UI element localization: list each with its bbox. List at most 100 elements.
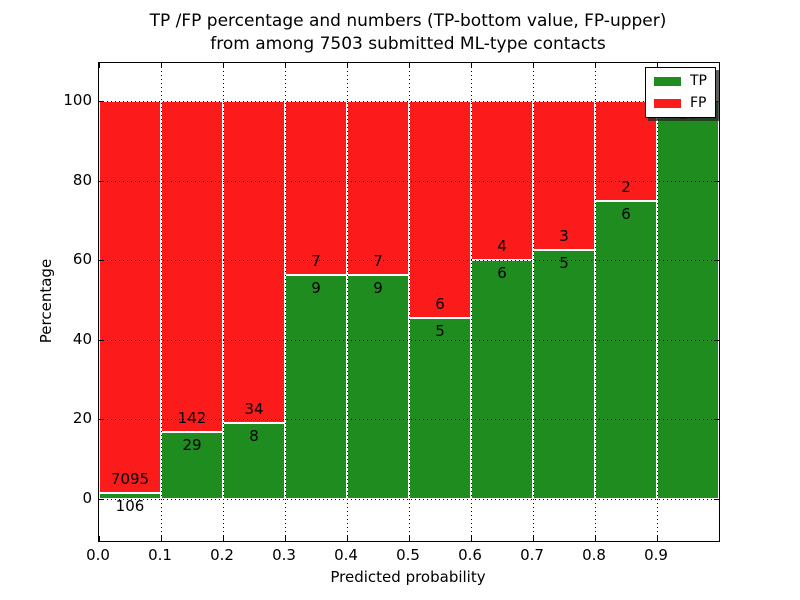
y-tick-label: 80 xyxy=(72,170,92,189)
x-tick-label: 0.4 xyxy=(334,546,358,564)
y-tick xyxy=(99,181,104,182)
legend: TP FP xyxy=(645,67,716,118)
fp-count-label: 4 xyxy=(497,237,507,256)
y-tick-label: 0 xyxy=(82,489,92,507)
fp-count-label: 7 xyxy=(373,252,383,271)
fp-count-label: 3 xyxy=(559,227,569,246)
y-gridline xyxy=(99,419,719,420)
x-tick xyxy=(409,63,410,68)
y-tick-label: 40 xyxy=(72,329,92,348)
fp-bar-segment xyxy=(533,101,595,251)
y-gridline xyxy=(99,101,719,102)
x-tick xyxy=(99,63,100,68)
tp-bar-segment xyxy=(533,250,595,499)
x-tick-label: 0.8 xyxy=(582,546,606,564)
fp-bar-segment xyxy=(161,101,223,432)
x-gridline xyxy=(285,63,286,541)
x-tick xyxy=(657,536,658,541)
y-tick xyxy=(99,499,104,500)
tp-count-label: 29 xyxy=(182,435,202,454)
tp-bar-segment xyxy=(347,275,409,499)
x-tick xyxy=(161,63,162,68)
x-gridline xyxy=(409,63,410,541)
tp-bar-segment xyxy=(99,493,161,499)
y-gridline xyxy=(99,260,719,261)
tp-count-label: 106 xyxy=(115,497,145,516)
x-tick-label: 0.0 xyxy=(86,546,110,564)
x-tick xyxy=(223,536,224,541)
y-tick-label: 60 xyxy=(72,250,92,269)
x-axis-label: Predicted probability xyxy=(330,568,486,586)
tp-bar-segment xyxy=(409,318,471,499)
fp-count-label: 7 xyxy=(311,252,321,271)
x-tick-label: 0.3 xyxy=(272,546,296,564)
fp-count-label: 34 xyxy=(244,400,264,419)
fp-bar-segment xyxy=(223,101,285,424)
x-tick xyxy=(285,536,286,541)
y-axis-label: Percentage xyxy=(37,258,55,344)
fp-count-label: 2 xyxy=(621,177,631,196)
tp-count-label: 5 xyxy=(435,322,445,341)
fp-legend-label: FP xyxy=(690,95,707,111)
x-tick-label: 0.2 xyxy=(210,546,234,564)
y-tick xyxy=(714,260,719,261)
x-tick xyxy=(595,536,596,541)
x-tick xyxy=(657,63,658,68)
y-gridline xyxy=(99,181,719,182)
fp-count-label: 142 xyxy=(177,408,207,427)
x-tick xyxy=(223,63,224,68)
x-tick xyxy=(161,536,162,541)
y-tick xyxy=(714,101,719,102)
x-gridline xyxy=(161,63,162,541)
tp-bar-segment xyxy=(161,431,223,499)
y-gridline xyxy=(99,499,719,500)
y-tick xyxy=(99,260,104,261)
tp-count-label: 8 xyxy=(249,427,259,446)
x-tick xyxy=(99,536,100,541)
tp-count-label: 6 xyxy=(621,204,631,223)
y-tick xyxy=(99,340,104,341)
tp-legend-swatch xyxy=(654,77,681,86)
x-tick-label: 0.5 xyxy=(396,546,420,564)
y-tick xyxy=(99,101,104,102)
tp-bar-segment xyxy=(471,260,533,499)
x-tick xyxy=(533,63,534,68)
x-gridline xyxy=(533,63,534,541)
y-tick-label: 20 xyxy=(72,409,92,428)
x-tick xyxy=(409,536,410,541)
legend-item-fp: FP xyxy=(654,96,707,111)
x-tick-label: 0.1 xyxy=(148,546,172,564)
x-tick xyxy=(347,63,348,68)
plot-area: TP FP 709510614229348797965463526020 xyxy=(98,62,720,542)
x-tick xyxy=(595,63,596,68)
tp-bar-segment xyxy=(285,275,347,499)
fp-count-label: 7095 xyxy=(110,470,150,489)
fp-legend-swatch xyxy=(654,99,681,108)
x-tick xyxy=(285,63,286,68)
x-gridline xyxy=(223,63,224,541)
tp-bar-segment xyxy=(595,200,657,499)
tp-count-label: 6 xyxy=(497,264,507,283)
x-gridline xyxy=(657,63,658,541)
y-tick xyxy=(714,340,719,341)
x-tick-label: 0.7 xyxy=(520,546,544,564)
legend-item-tp: TP xyxy=(654,74,707,89)
y-tick xyxy=(714,419,719,420)
tp-legend-label: TP xyxy=(690,73,707,89)
x-gridline xyxy=(471,63,472,541)
fp-bar-segment xyxy=(409,101,471,319)
chart-title-line2: from among 7503 submitted ML-type contac… xyxy=(210,34,606,54)
fp-count-label: 6 xyxy=(435,295,445,314)
fp-bar-segment xyxy=(285,101,347,276)
y-tick-label: 100 xyxy=(63,91,92,109)
y-gridline xyxy=(99,340,719,341)
tp-count-label: 5 xyxy=(559,254,569,273)
tp-count-label: 9 xyxy=(373,279,383,298)
x-tick xyxy=(347,536,348,541)
x-tick xyxy=(533,536,534,541)
tp-count-label: 9 xyxy=(311,279,321,298)
tp-bar-segment xyxy=(657,101,719,499)
x-tick xyxy=(471,536,472,541)
y-tick xyxy=(99,419,104,420)
